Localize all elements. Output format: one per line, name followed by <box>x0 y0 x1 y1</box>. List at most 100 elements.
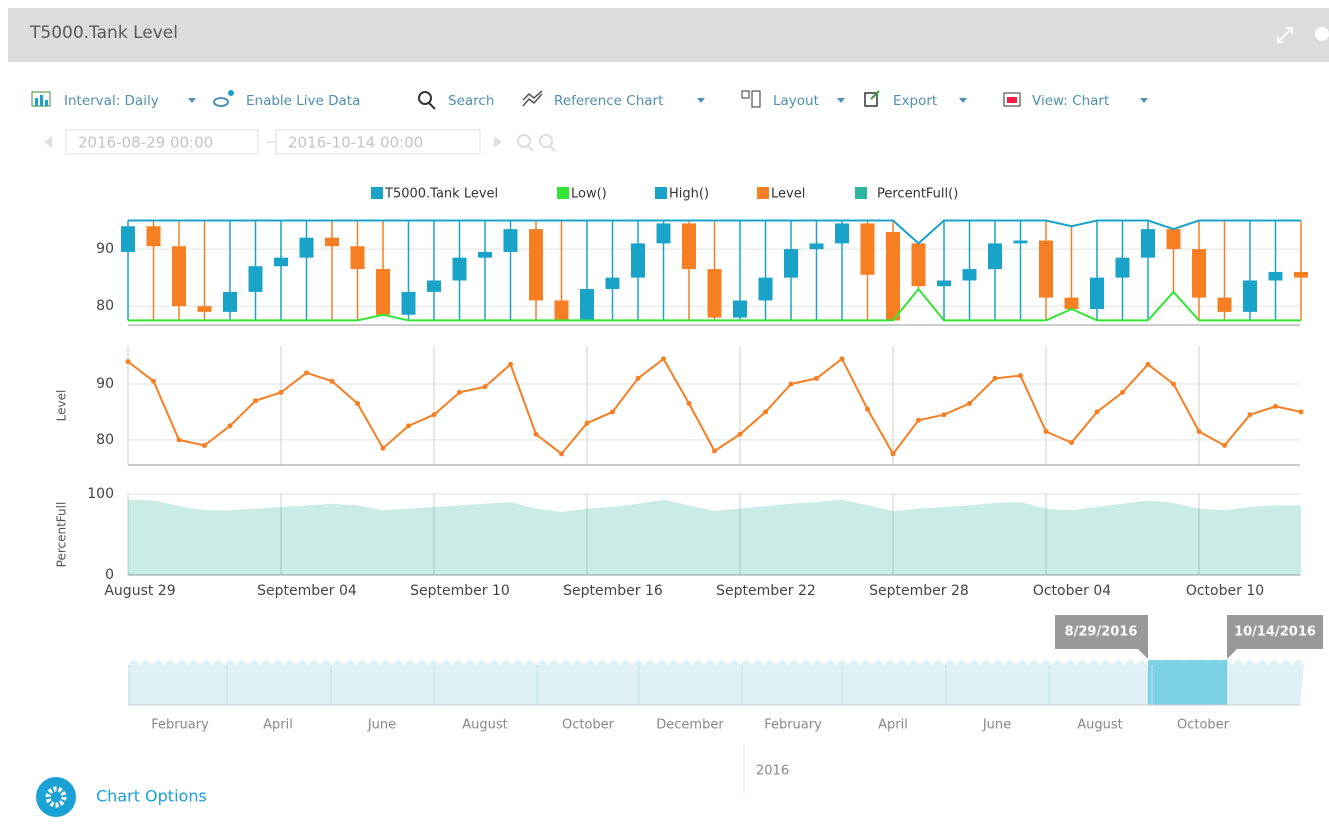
candle-body <box>172 246 186 307</box>
candle-body <box>937 280 951 287</box>
x-tick-label: September 28 <box>869 583 969 599</box>
chart-options-label[interactable]: Chart Options <box>96 787 207 806</box>
candle-body <box>146 226 161 247</box>
candle-body <box>427 280 441 292</box>
level-point <box>355 401 360 407</box>
level-point <box>1145 361 1151 367</box>
year-label: 2016 <box>756 764 789 779</box>
start-date[interactable]: 2016-08-29 00:00 <box>78 134 213 152</box>
level-point <box>865 406 870 412</box>
navigator-month: October <box>1177 718 1230 733</box>
y-tick-label: 0 <box>105 567 114 583</box>
y-axis-title: Level <box>55 390 69 422</box>
legend-swatch <box>855 187 867 199</box>
end-date-input[interactable] <box>275 129 481 155</box>
candle-body <box>860 223 875 275</box>
level-point <box>278 389 284 395</box>
level-point <box>380 445 386 451</box>
candle-body <box>299 237 314 258</box>
navigator-month: June <box>367 718 396 733</box>
level-point <box>814 375 819 381</box>
reference-chart-button[interactable]: Reference Chart <box>522 90 705 109</box>
candle-body <box>886 231 900 321</box>
zoom-buttons[interactable] <box>517 134 556 152</box>
candle-body <box>274 257 288 267</box>
level-point <box>457 389 462 395</box>
export-label[interactable]: Export <box>893 93 937 109</box>
candle-body <box>121 226 135 252</box>
interval-label[interactable]: Interval: Daily <box>64 93 159 109</box>
candle-body <box>529 229 543 301</box>
navigator-month: August <box>1077 718 1123 733</box>
candle-body <box>1268 271 1283 281</box>
candle-body <box>325 237 339 247</box>
level-point <box>1018 373 1023 379</box>
level-point <box>304 370 309 376</box>
search-label[interactable]: Search <box>448 93 494 109</box>
prev-arrow[interactable] <box>44 136 52 148</box>
navigator-months: February April June August October December Fe… <box>128 665 1230 733</box>
layout-button[interactable]: Layout <box>741 90 845 109</box>
y-tick-label: 80 <box>96 432 114 448</box>
navigator-month: February <box>764 718 822 733</box>
live-data-label[interactable]: Enable Live Data <box>246 93 360 109</box>
level-point <box>967 401 972 407</box>
level-point <box>1120 389 1125 395</box>
interval-button[interactable]: Interval: Daily <box>31 91 196 109</box>
candle-body <box>1115 257 1130 278</box>
export-button[interactable]: Export <box>864 90 967 109</box>
candle-body <box>503 229 518 252</box>
candle-body <box>809 243 824 250</box>
layout-label[interactable]: Layout <box>773 93 819 109</box>
navigator: 8/29/2016 10/14/2016 2016 February April J… <box>128 615 1323 795</box>
candle-body <box>1243 280 1257 312</box>
navigator-selection[interactable] <box>1148 660 1227 705</box>
level-point <box>1273 403 1278 409</box>
candle-body <box>707 269 722 318</box>
candle-body <box>554 300 569 321</box>
view-label[interactable]: View: Chart <box>1032 93 1109 109</box>
chart-options[interactable]: Chart Options <box>36 777 207 817</box>
live-data-button[interactable]: Enable Live Data <box>213 90 360 109</box>
reference-chart-label[interactable]: Reference Chart <box>554 93 663 109</box>
legend-swatch <box>371 187 383 199</box>
search-button[interactable]: Search <box>418 91 494 110</box>
candle-body <box>1192 249 1206 298</box>
x-tick-label: September 16 <box>563 583 663 599</box>
candle-body <box>1166 229 1181 250</box>
start-date-input[interactable] <box>65 129 259 155</box>
legend-label: High() <box>669 187 709 202</box>
next-arrow[interactable] <box>494 136 502 148</box>
x-tick-label: October 04 <box>1033 583 1111 599</box>
candle-body <box>452 257 467 281</box>
level-point <box>202 442 207 448</box>
level-point <box>635 375 641 381</box>
candle-body <box>631 243 645 278</box>
y-tick-label: 90 <box>96 376 114 392</box>
legend-label: Level <box>771 187 805 202</box>
candle-body <box>197 306 212 312</box>
navigator-month: April <box>878 718 908 733</box>
navigator-month: April <box>263 718 293 733</box>
level-point <box>737 431 743 437</box>
legend-swatch <box>655 187 667 199</box>
candle-body <box>733 300 747 318</box>
view-button[interactable]: View: Chart <box>1003 92 1148 109</box>
navigator-month: June <box>982 718 1011 733</box>
start-flag[interactable] <box>1055 615 1148 649</box>
candle-body <box>350 246 365 270</box>
legend-label: Low() <box>571 187 607 202</box>
window-controls[interactable] <box>1277 27 1329 43</box>
end-flag[interactable] <box>1227 615 1323 649</box>
candle-body <box>401 291 416 315</box>
level-point <box>584 420 590 426</box>
level-point <box>763 409 768 415</box>
low-line <box>128 287 1301 322</box>
end-flag-label: 10/14/2016 <box>1234 625 1316 640</box>
level-point <box>227 423 233 429</box>
level-point <box>431 412 437 418</box>
x-tick-label: September 04 <box>257 583 357 599</box>
end-date[interactable]: 2016-10-14 00:00 <box>288 134 423 152</box>
percent-area <box>128 499 1301 575</box>
